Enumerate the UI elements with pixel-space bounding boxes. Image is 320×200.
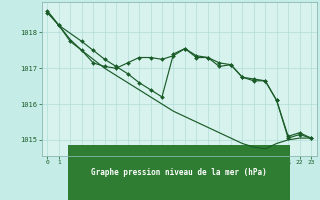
X-axis label: Graphe pression niveau de la mer (hPa): Graphe pression niveau de la mer (hPa) (91, 168, 267, 177)
